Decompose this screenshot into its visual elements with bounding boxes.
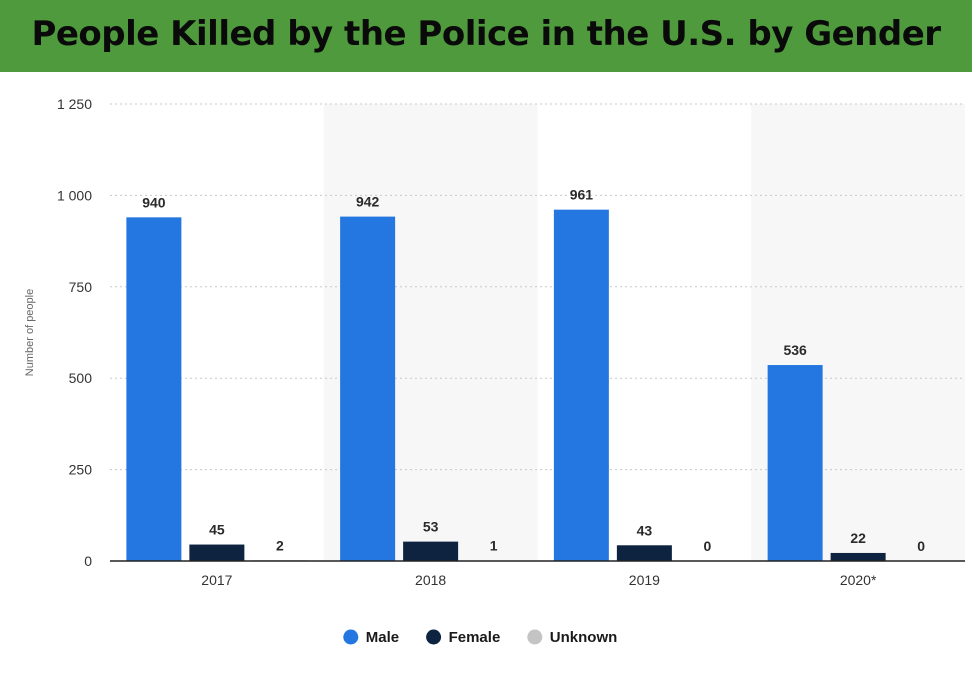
legend-label-unknown: Unknown (550, 629, 618, 646)
bar-male-2020 (767, 365, 823, 561)
data-label: 536 (783, 342, 807, 358)
bar-male-2017 (126, 217, 182, 561)
data-label: 1 (490, 538, 498, 554)
data-label: 43 (637, 522, 653, 538)
bar-male-2019 (553, 209, 609, 562)
legend-marker-female (426, 629, 442, 645)
data-label: 53 (423, 519, 439, 535)
legend-marker-male (343, 629, 359, 645)
legend-label-female: Female (449, 629, 501, 646)
data-label: 45 (209, 522, 225, 538)
x-tick-label: 2017 (201, 572, 232, 588)
y-tick-label: 250 (69, 462, 93, 478)
bar-female-2017 (189, 544, 245, 561)
legend-label-male: Male (366, 629, 399, 646)
y-tick-label: 1 250 (57, 96, 92, 112)
y-axis-label: Number of people (24, 289, 36, 376)
legend-marker-unknown (527, 629, 543, 645)
y-tick-label: 1 000 (57, 187, 92, 203)
x-tick-label: 2020* (840, 572, 877, 588)
data-label: 940 (142, 194, 166, 210)
bar-female-2020 (830, 552, 886, 561)
data-label: 942 (356, 194, 380, 210)
y-tick-label: 750 (69, 279, 93, 295)
y-tick-label: 500 (69, 370, 93, 386)
data-label: 0 (703, 538, 711, 554)
data-label: 961 (570, 187, 594, 203)
data-label: 22 (850, 530, 866, 546)
data-label: 2 (276, 537, 284, 553)
title-band (0, 0, 972, 72)
chart-title: People Killed by the Police in the U.S. … (31, 14, 941, 54)
bar-female-2019 (616, 545, 672, 561)
x-tick-label: 2019 (629, 572, 660, 588)
bar-male-2018 (340, 216, 396, 561)
x-tick-label: 2018 (415, 572, 446, 588)
bar-female-2018 (403, 541, 459, 561)
data-label: 0 (917, 538, 925, 554)
y-tick-label: 0 (84, 553, 92, 569)
